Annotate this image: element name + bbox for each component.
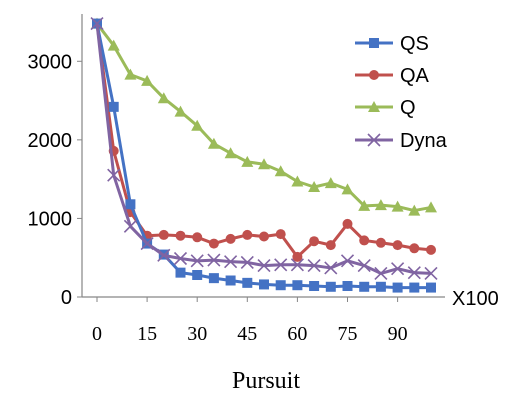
data-point-qs	[343, 281, 353, 291]
x-tick-label: 60	[287, 323, 307, 345]
x-axis-title: Pursuit	[232, 368, 300, 394]
y-tick-label: 1000	[28, 208, 73, 230]
data-point-qa	[226, 234, 236, 244]
data-point-qa	[309, 236, 319, 246]
x-tick-label: 75	[338, 323, 358, 345]
data-point-qs	[125, 199, 135, 209]
x-tick-label: 15	[137, 323, 157, 345]
data-point-qs	[276, 280, 286, 290]
data-point-qs	[359, 282, 369, 292]
x-unit-label: X100	[452, 288, 499, 310]
data-point-q	[225, 147, 237, 158]
data-point-qs	[326, 282, 336, 292]
x-tick-label: 90	[388, 323, 408, 345]
data-point-qa	[343, 219, 353, 229]
y-tick-label: 2000	[28, 130, 73, 152]
data-point-qs	[242, 278, 252, 288]
data-point-qs	[176, 268, 186, 278]
legend-marker-qa	[369, 70, 379, 80]
data-point-q	[291, 176, 303, 187]
legend-label-qs: QS	[400, 33, 429, 55]
legend-item-dyna: Dyna	[355, 130, 448, 152]
data-point-qs	[409, 283, 419, 293]
legend-item-qs: QS	[355, 33, 429, 55]
data-point-qs	[192, 270, 202, 280]
data-point-qs	[209, 273, 219, 283]
series-line-q	[97, 24, 431, 211]
legend: QS QA Q Dyna	[355, 33, 448, 152]
x-tick-label: 0	[92, 323, 102, 345]
data-point-qa	[393, 240, 403, 250]
data-point-qa	[242, 230, 252, 240]
data-point-qa	[176, 231, 186, 241]
data-point-qa	[376, 238, 386, 248]
data-point-qa	[359, 235, 369, 245]
data-point-qa	[326, 240, 336, 250]
data-point-qa	[209, 239, 219, 249]
legend-label-q: Q	[400, 97, 416, 119]
legend-marker-qs	[369, 38, 379, 48]
data-point-qs	[226, 276, 236, 286]
legend-label-dyna: Dyna	[400, 130, 448, 152]
series-lines	[91, 18, 437, 293]
data-point-qs	[292, 280, 302, 290]
data-point-qs	[109, 102, 119, 112]
y-tick-label: 0	[61, 287, 72, 309]
data-point-qa	[159, 230, 169, 240]
data-point-qs	[393, 283, 403, 293]
y-tick-label: 3000	[28, 51, 73, 73]
data-point-qa	[426, 245, 436, 255]
data-point-qa	[259, 232, 269, 242]
axes: 0 1000 2000 3000 0 15 30 45 60 75 90	[28, 14, 446, 345]
data-point-qa	[409, 243, 419, 253]
data-point-qa	[192, 232, 202, 242]
x-tick-label: 30	[187, 323, 207, 345]
legend-item-q: Q	[355, 97, 416, 119]
legend-label-qa: QA	[400, 65, 430, 87]
data-point-qs	[259, 279, 269, 289]
series-qs	[92, 19, 436, 293]
data-point-qs	[309, 281, 319, 291]
data-point-qs	[426, 283, 436, 293]
data-point-qa	[276, 229, 286, 239]
x-tick-label: 45	[237, 323, 257, 345]
series-q	[91, 18, 437, 216]
legend-item-qa: QA	[355, 65, 430, 87]
data-point-qs	[376, 282, 386, 292]
